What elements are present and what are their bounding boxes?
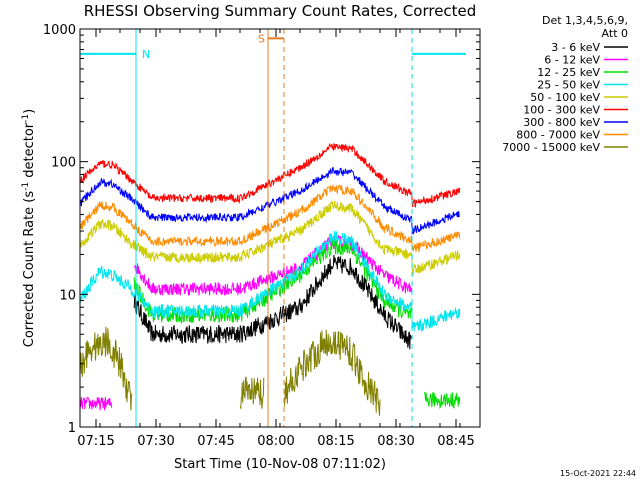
legend-entry-label: 12 - 25 keV xyxy=(537,66,600,79)
x-tick-label: 08:45 xyxy=(437,434,474,449)
legend-header-2: Att 0 xyxy=(602,27,628,40)
x-tick-label: 08:30 xyxy=(377,434,414,449)
x-tick-label: 07:45 xyxy=(197,434,234,449)
legend-entry-label: 50 - 100 keV xyxy=(530,91,600,104)
legend-entry-label: 3 - 6 keV xyxy=(551,41,600,54)
series-line-8 xyxy=(80,326,381,416)
legend-entry-label: 300 - 800 keV xyxy=(523,116,600,129)
saa-label: S xyxy=(258,32,265,45)
night-label: N xyxy=(142,48,150,61)
legend-header-1: Det 1,3,4,5,6,9, xyxy=(542,14,628,27)
series-line-7 xyxy=(80,184,461,253)
series-line-6 xyxy=(80,166,460,235)
timestamp: 15-Oct-2021 22:44 xyxy=(560,469,636,478)
y-tick-label: 100 xyxy=(51,156,76,171)
chart-title: RHESSI Observing Summary Count Rates, Co… xyxy=(84,2,477,20)
x-tick-label: 08:00 xyxy=(257,434,294,449)
y-tick-label: 10 xyxy=(59,288,76,303)
x-tick-label: 08:15 xyxy=(317,434,354,449)
y-tick-label: 1 xyxy=(68,421,76,436)
legend-entry-label: 7000 - 15000 keV xyxy=(502,141,600,154)
legend-entry-label: 800 - 7000 keV xyxy=(516,129,600,142)
y-axis-label: Corrected Count Rate (s-1 detector-1) xyxy=(21,109,37,347)
series-line-3 xyxy=(80,230,461,333)
x-axis-label: Start Time (10-Nov-08 07:11:02) xyxy=(174,457,386,472)
legend-entry-label: 6 - 12 keV xyxy=(544,54,600,67)
series-line-4 xyxy=(80,200,461,276)
y-tick-label: 1000 xyxy=(43,23,76,38)
x-tick-label: 07:30 xyxy=(137,434,174,449)
legend-entry-label: 25 - 50 keV xyxy=(537,79,600,92)
legend-entry-label: 100 - 300 keV xyxy=(523,104,600,117)
series-line-5 xyxy=(80,142,461,208)
series-line-0 xyxy=(133,254,412,350)
x-tick-label: 07:15 xyxy=(77,434,114,449)
